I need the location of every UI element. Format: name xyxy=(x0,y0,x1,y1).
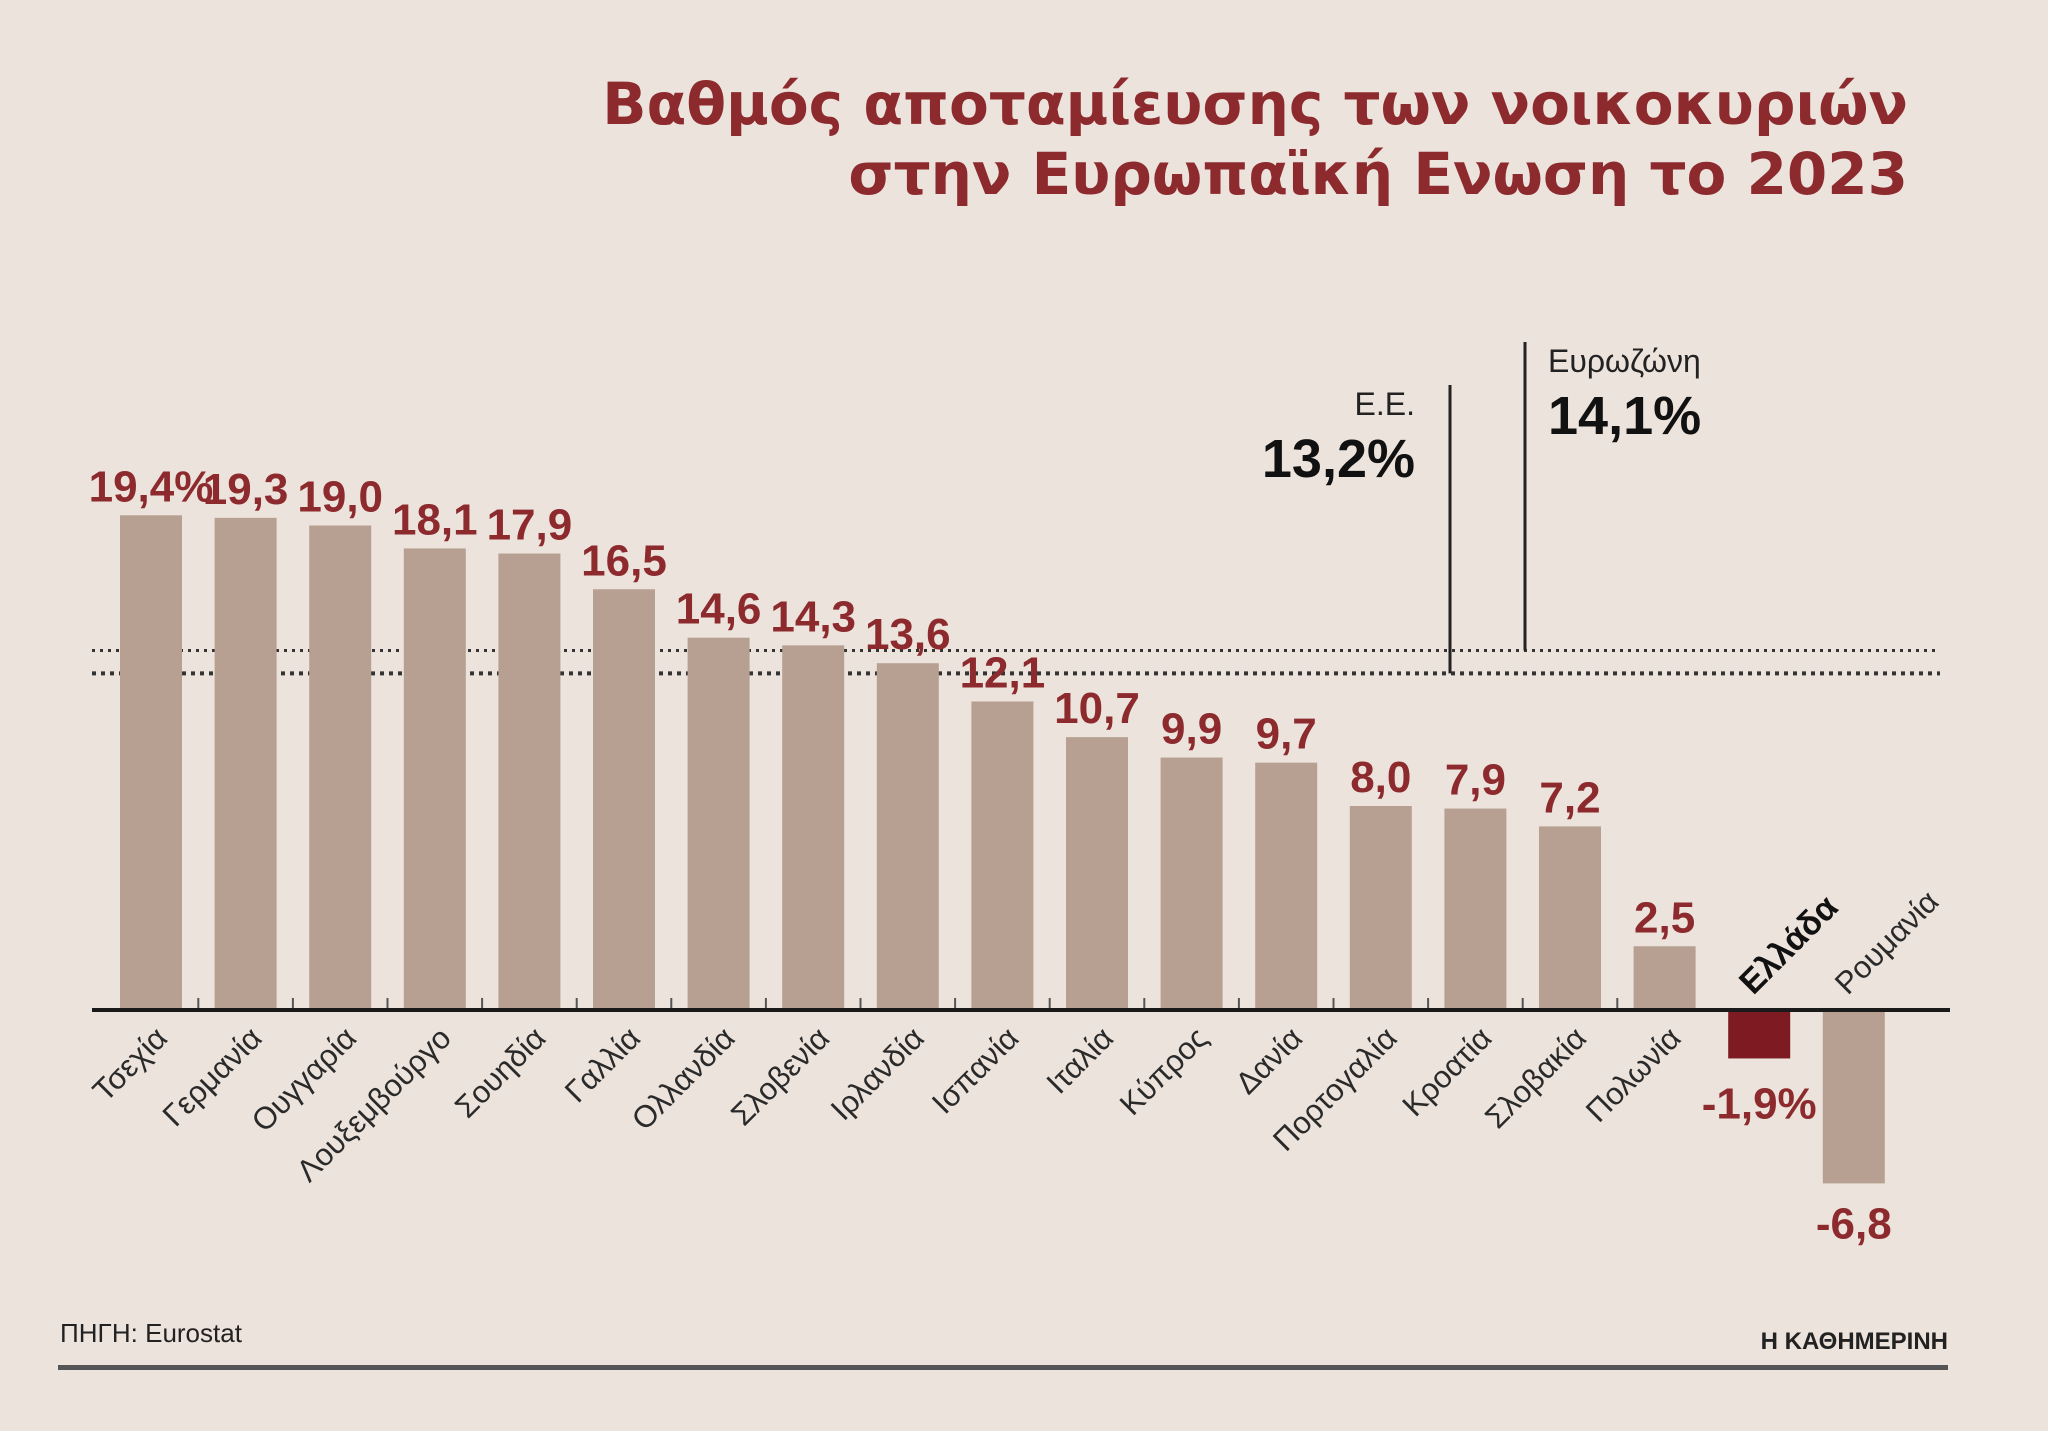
bar-πορτογαλια xyxy=(1349,806,1412,1010)
bar-πολωνια xyxy=(1633,946,1696,1010)
bar-κυπρος xyxy=(1160,757,1223,1010)
value-label-πολωνια: 2,5 xyxy=(1634,893,1695,942)
bar-σλοβακια xyxy=(1539,826,1601,1010)
reference-value-0: 13,2% xyxy=(1262,429,1415,489)
bar-ισπανια xyxy=(971,701,1034,1010)
bar-ολλανδια xyxy=(687,637,750,1010)
category-label-πολωνια: Πολωνία xyxy=(1579,1020,1688,1129)
value-label-δανια: 9,7 xyxy=(1256,710,1317,759)
reference-value-1: 14,1% xyxy=(1548,386,1701,446)
bar-ρουμανια xyxy=(1822,1010,1885,1184)
category-label-γαλλια: Γαλλία xyxy=(558,1020,647,1109)
value-label-γερμανια: 19,3 xyxy=(203,465,289,514)
value-label-ολλανδια: 14,6 xyxy=(676,585,762,634)
value-label-σλοβακια: 7,2 xyxy=(1539,773,1600,822)
value-label-γαλλια: 16,5 xyxy=(581,536,667,585)
footer-rule xyxy=(58,1365,1948,1370)
publisher-name: Η ΚΑΘΗΜΕΡΙΝΗ xyxy=(1760,1328,1948,1355)
category-label-τσεχια: Τσεχία xyxy=(86,1020,174,1108)
value-label-ουγγαρια: 19,0 xyxy=(297,473,383,522)
value-label-ιρλανδια: 13,6 xyxy=(865,610,951,659)
reference-label-1: Ευρωζώνη xyxy=(1548,343,1701,379)
category-label-ολλανδια: Ολλανδία xyxy=(625,1020,742,1137)
value-label-τσεχια: 19,4% xyxy=(89,462,214,511)
bar-τσεχια xyxy=(120,515,182,1010)
value-label-σλοβενια: 14,3 xyxy=(770,592,856,641)
bar-γερμανια xyxy=(214,517,277,1010)
value-label-ισπανια: 12,1 xyxy=(960,648,1046,697)
chart-title-line-2: στην Ευρωπαϊκή Ενωση το 2023 xyxy=(848,140,1908,208)
category-label-σουηδια: Σουηδία xyxy=(448,1020,552,1124)
category-label-ιταλια: Ιταλία xyxy=(1040,1020,1120,1100)
value-label-ρουμανια: -6,8 xyxy=(1816,1199,1892,1248)
bar-γαλλια xyxy=(593,589,655,1010)
bar-κροατια xyxy=(1444,808,1507,1010)
category-label-σλοβενια: Σλοβενία xyxy=(724,1020,836,1132)
value-label-λουξεμβουργο: 18,1 xyxy=(392,495,478,544)
value-label-σουηδια: 17,9 xyxy=(487,501,573,550)
value-label-πορτογαλια: 8,0 xyxy=(1350,753,1411,802)
chart-title-line-1: Βαθμός αποταμίευσης των νοικοκυριών xyxy=(602,70,1908,138)
value-label-κροατια: 7,9 xyxy=(1445,756,1506,805)
bar-ουγγαρια xyxy=(309,525,372,1010)
value-label-ιταλια: 10,7 xyxy=(1054,684,1140,733)
category-label-κυπρος: Κύπρος xyxy=(1113,1020,1215,1122)
category-label-ρουμανια: Ρουμανία xyxy=(1828,884,1945,1001)
bar-ελλαδα xyxy=(1728,1010,1791,1059)
category-label-σλοβακια: Σλοβακία xyxy=(1478,1020,1593,1135)
source-note: ΠΗΓΗ: Eurostat xyxy=(60,1318,242,1348)
bar-σλοβενια xyxy=(782,645,845,1010)
reference-label-0: Ε.Ε. xyxy=(1355,386,1415,422)
category-label-ελλαδα: Ελλάδα xyxy=(1732,888,1846,1002)
category-label-δανια: Δανία xyxy=(1229,1020,1310,1101)
bar-λουξεμβουργο xyxy=(403,548,466,1010)
value-label-κυπρος: 9,9 xyxy=(1161,705,1222,754)
bar-δανια xyxy=(1255,762,1318,1010)
category-label-ιρλανδια: Ιρλανδία xyxy=(824,1020,931,1127)
category-label-ισπανια: Ισπανία xyxy=(925,1020,1025,1120)
value-label-ελλαδα: -1,9% xyxy=(1702,1079,1817,1128)
bar-σουηδια xyxy=(498,553,561,1010)
bar-ιρλανδια xyxy=(876,663,939,1010)
bar-ιταλια xyxy=(1066,737,1128,1010)
